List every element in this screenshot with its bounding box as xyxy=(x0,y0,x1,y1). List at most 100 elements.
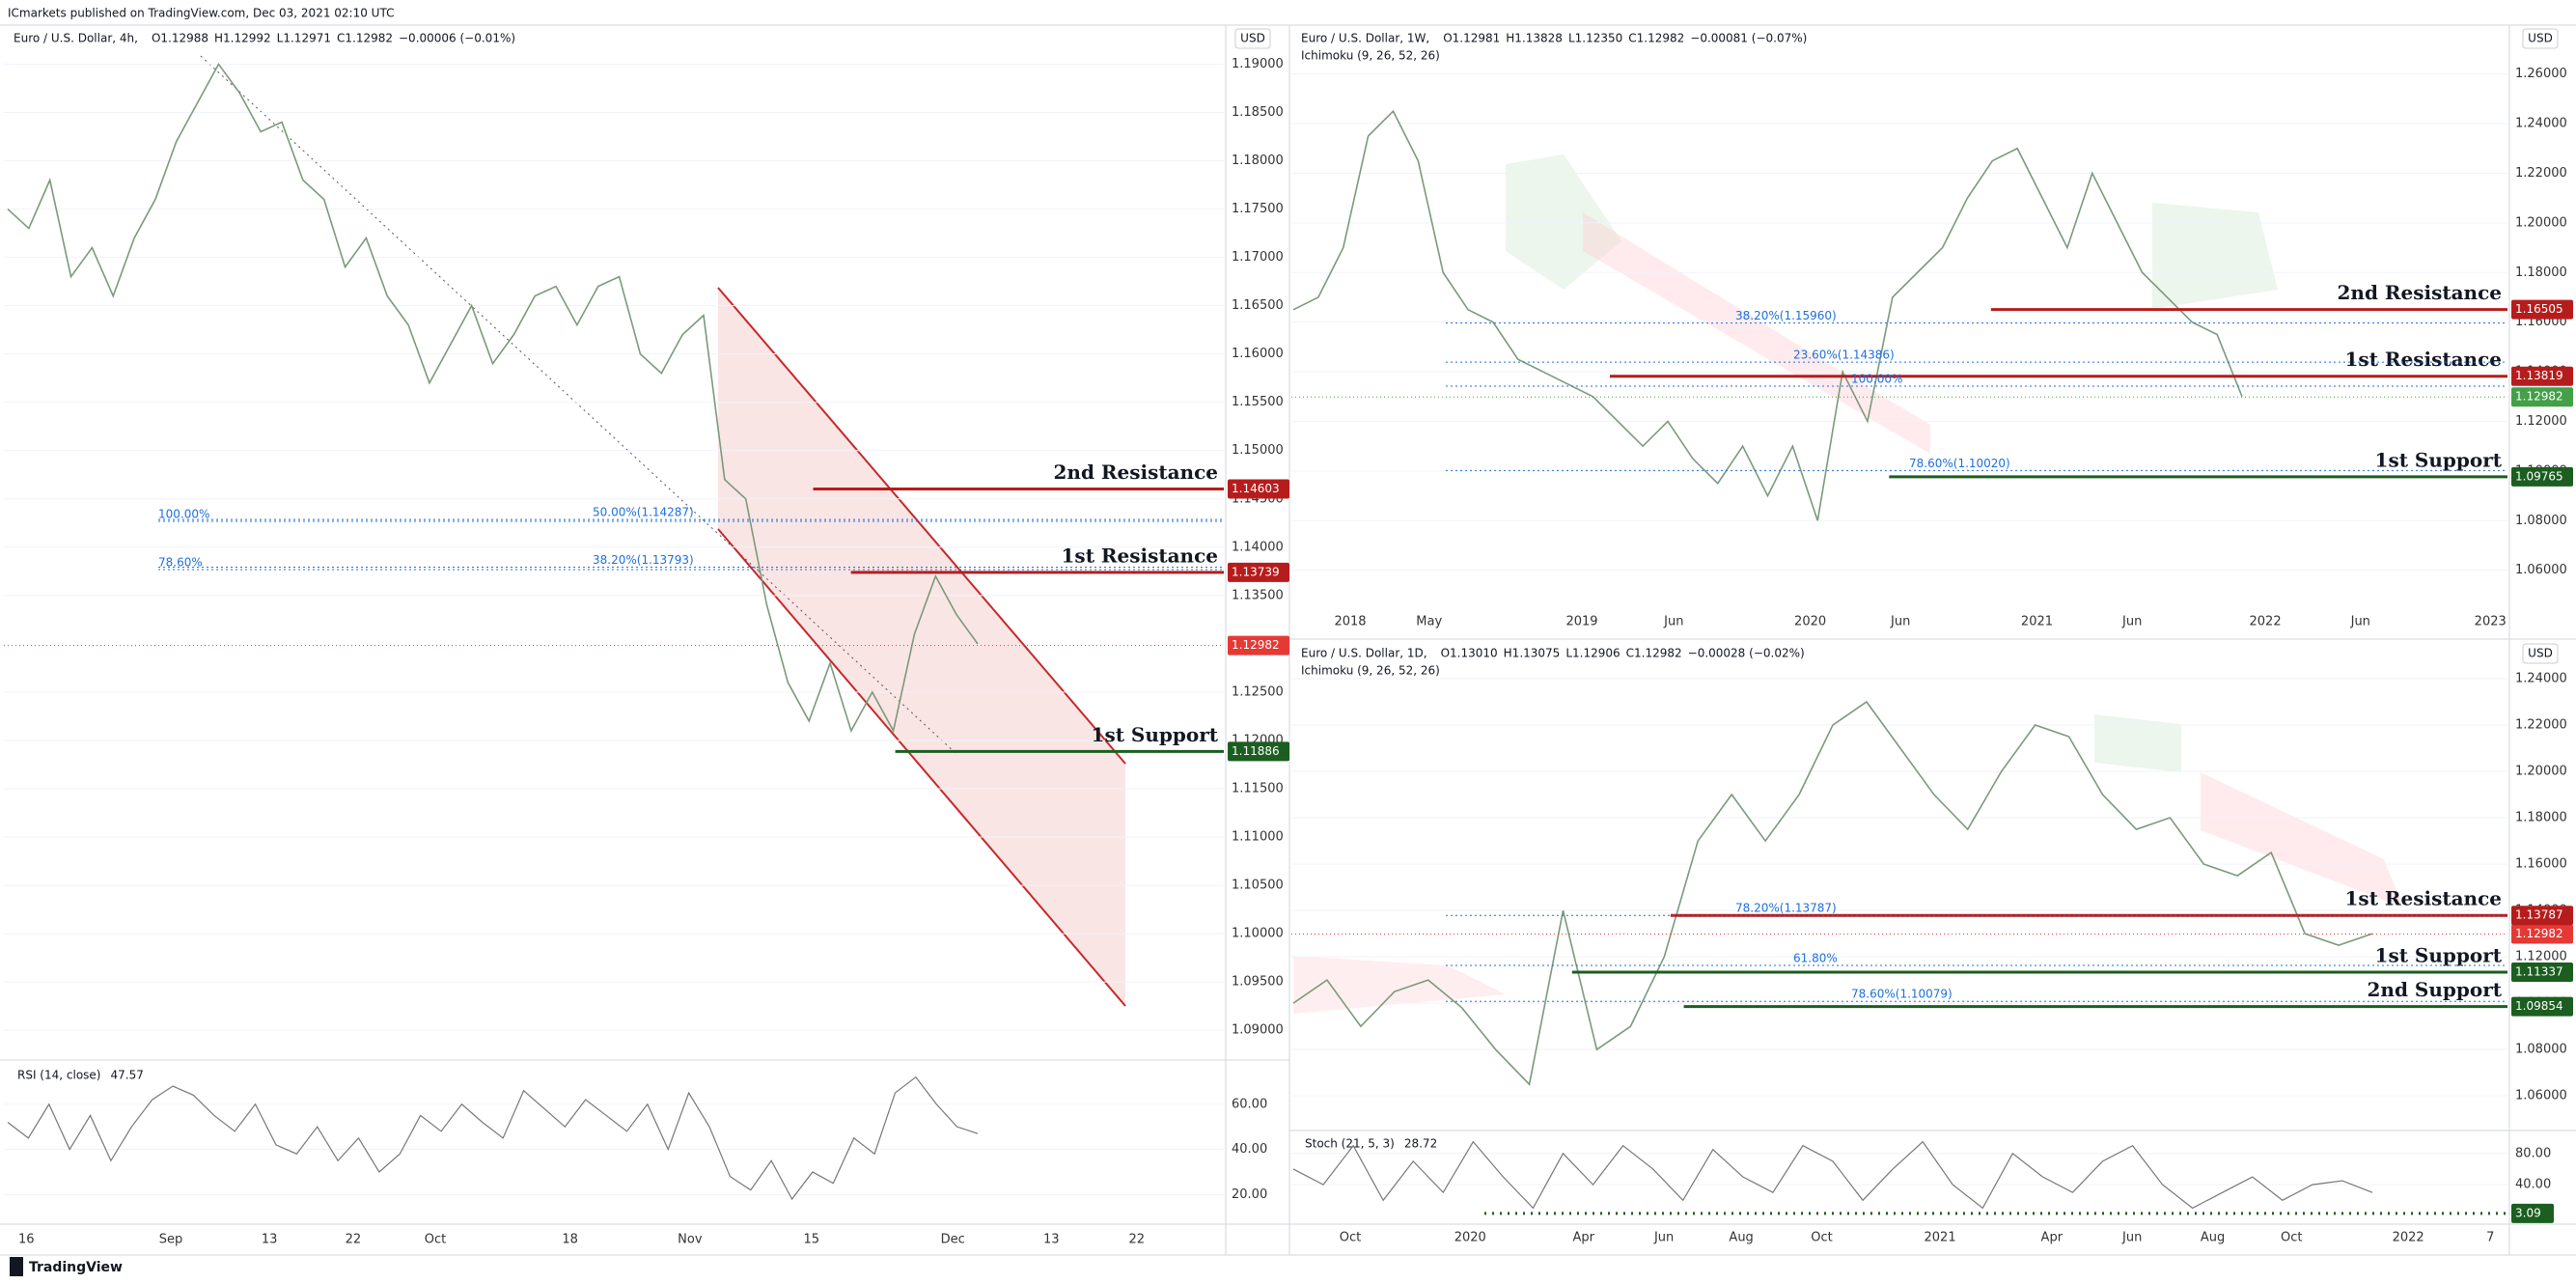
level-badge xyxy=(2511,906,2573,926)
x-tick-label: 13 xyxy=(262,1233,278,1247)
y-tick-label: 60.00 xyxy=(1232,1097,1267,1111)
y-tick-label: 1.18500 xyxy=(1232,105,1284,120)
y-tick-label: 1.09000 xyxy=(1232,1023,1284,1038)
x-tick-label: 13 xyxy=(1043,1233,1060,1247)
y-tick-label: 1.16000 xyxy=(2515,857,2567,872)
level-price: 1.13819 xyxy=(2515,369,2563,382)
y-tick-label: 1.09500 xyxy=(1232,975,1284,990)
y-tick-label: 1.15000 xyxy=(1232,443,1284,458)
y-tick-label: 1.10500 xyxy=(1232,879,1284,893)
fib-label: 100.00% xyxy=(158,508,209,521)
cloud xyxy=(2201,772,2403,907)
y-tick-label: 1.22000 xyxy=(2515,718,2567,733)
x-tick-label: 2021 xyxy=(2021,615,2053,629)
y-tick-label: 1.17500 xyxy=(1232,202,1284,216)
indicator-line xyxy=(1292,1140,2373,1210)
y-tick-label: 1.12000 xyxy=(2515,950,2567,964)
x-tick-label: May xyxy=(1416,615,1442,629)
level-badge xyxy=(1228,741,1289,762)
x-tick-label: 2019 xyxy=(1565,615,1597,629)
legend-close: C1.12982 xyxy=(1626,647,1682,660)
cloud xyxy=(2152,203,2278,309)
x-tick-label: 22 xyxy=(346,1233,362,1247)
channel-fill xyxy=(718,288,1125,1006)
channel-line xyxy=(717,528,1126,1007)
x-tick-label: 18 xyxy=(562,1233,578,1247)
level-badge xyxy=(2511,996,2573,1017)
y-tick-label: 1.20000 xyxy=(2515,215,2567,230)
y-tick-label: 80.00 xyxy=(2515,1146,2551,1160)
last-price-badge xyxy=(1228,635,1289,656)
level-price: 1.14603 xyxy=(1232,482,1280,495)
x-tick-label: Dec xyxy=(941,1233,965,1247)
legend-low: L1.12906 xyxy=(1565,647,1620,660)
y-tick-label: 40.00 xyxy=(1232,1142,1267,1157)
last-price-badge xyxy=(2511,924,2573,944)
level-badge xyxy=(2511,366,2573,386)
level-name: 1st Support xyxy=(2375,944,2503,967)
legend-change: −0.00006 (−0.01%) xyxy=(399,32,515,45)
legend-low: L1.12350 xyxy=(1568,32,1622,45)
level-name: 2nd Support xyxy=(2368,978,2503,1001)
y-tick-label: 1.22000 xyxy=(2515,166,2567,181)
y-tick-label: 1.19000 xyxy=(1232,57,1284,71)
x-tick-label: 2022 xyxy=(2393,1231,2424,1245)
fib-label: 78.60%(1.10020) xyxy=(1909,457,2010,470)
legend-symbol: Euro / U.S. Dollar, 1W, xyxy=(1301,32,1429,45)
price-line xyxy=(1292,109,2243,521)
x-tick-label: 2022 xyxy=(2250,615,2282,629)
y-tick-label: 1.16000 xyxy=(1232,347,1284,361)
brand: TradingView xyxy=(29,1260,123,1275)
level-price: 1.09765 xyxy=(2515,469,2563,483)
legend-high: H1.12992 xyxy=(214,32,271,45)
x-tick-label: Apr xyxy=(2041,1231,2064,1245)
level-name: 2nd Resistance xyxy=(1053,461,1218,484)
currency: USD xyxy=(2528,647,2553,660)
level-price: 1.11886 xyxy=(1232,744,1280,758)
y-tick-label: 20.00 xyxy=(1232,1187,1267,1202)
y-tick-label: 1.11500 xyxy=(1232,781,1284,796)
last-price-label: 1.12982 xyxy=(2515,390,2563,404)
y-tick-label: 1.08000 xyxy=(2515,1043,2567,1057)
indicator-reading: 28.72 xyxy=(1404,1137,1437,1151)
x-tick-label: Oct xyxy=(2281,1231,2302,1245)
last-price-label: 1.12982 xyxy=(2515,927,2563,940)
level-name: 1st Resistance xyxy=(2345,887,2502,910)
fib-label: 38.20%(1.15960) xyxy=(1735,309,1837,322)
x-tick-label: Oct xyxy=(1811,1231,1832,1245)
x-tick-label: 2020 xyxy=(1454,1231,1486,1245)
level-name: 2nd Resistance xyxy=(2337,281,2502,304)
indicator-reading: 47.57 xyxy=(110,1069,143,1082)
level-badge xyxy=(2511,466,2573,487)
fib-label: 78.60%(1.10079) xyxy=(1851,988,1953,1001)
level-price: 1.09854 xyxy=(2515,999,2563,1013)
legend-change: −0.00028 (−0.02%) xyxy=(1688,647,1805,660)
x-tick-label: Jun xyxy=(2350,615,2370,629)
level-name: 1st Support xyxy=(2375,448,2503,471)
y-tick-label: 40.00 xyxy=(2515,1178,2551,1192)
x-tick-label: 22 xyxy=(1129,1233,1146,1247)
publisher: ICmarkets published on TradingView.com, … xyxy=(8,7,394,20)
level-price: 1.11337 xyxy=(2515,965,2563,979)
y-tick-label: 1.11000 xyxy=(1232,830,1284,845)
legend-high: H1.13828 xyxy=(1506,32,1563,45)
currency-box xyxy=(2522,28,2559,49)
y-tick-label: 1.15500 xyxy=(1232,395,1284,409)
y-tick-label: 1.10000 xyxy=(1232,927,1284,941)
y-tick-label: 1.12500 xyxy=(1232,684,1284,699)
level-badge xyxy=(2511,299,2573,320)
level-price: 1.13739 xyxy=(1232,565,1280,578)
study-label: Ichimoku (9, 26, 52, 26) xyxy=(1301,49,1440,63)
x-tick-label: Aug xyxy=(1729,1231,1753,1245)
fib-label: 50.00%(1.14287) xyxy=(593,506,694,519)
last-price-label: 1.12982 xyxy=(1232,638,1280,652)
x-tick-label: Nov xyxy=(678,1233,703,1247)
y-tick-label: 1.24000 xyxy=(2515,117,2567,131)
x-tick-label: 7 xyxy=(2486,1231,2494,1245)
legend-low: L1.12971 xyxy=(277,32,331,45)
level-badge xyxy=(1228,562,1289,582)
fib-label: 100.00% xyxy=(1851,373,1902,386)
x-tick-label: Oct xyxy=(1340,1231,1361,1245)
legend-symbol: Euro / U.S. Dollar, 4h, xyxy=(14,32,138,45)
